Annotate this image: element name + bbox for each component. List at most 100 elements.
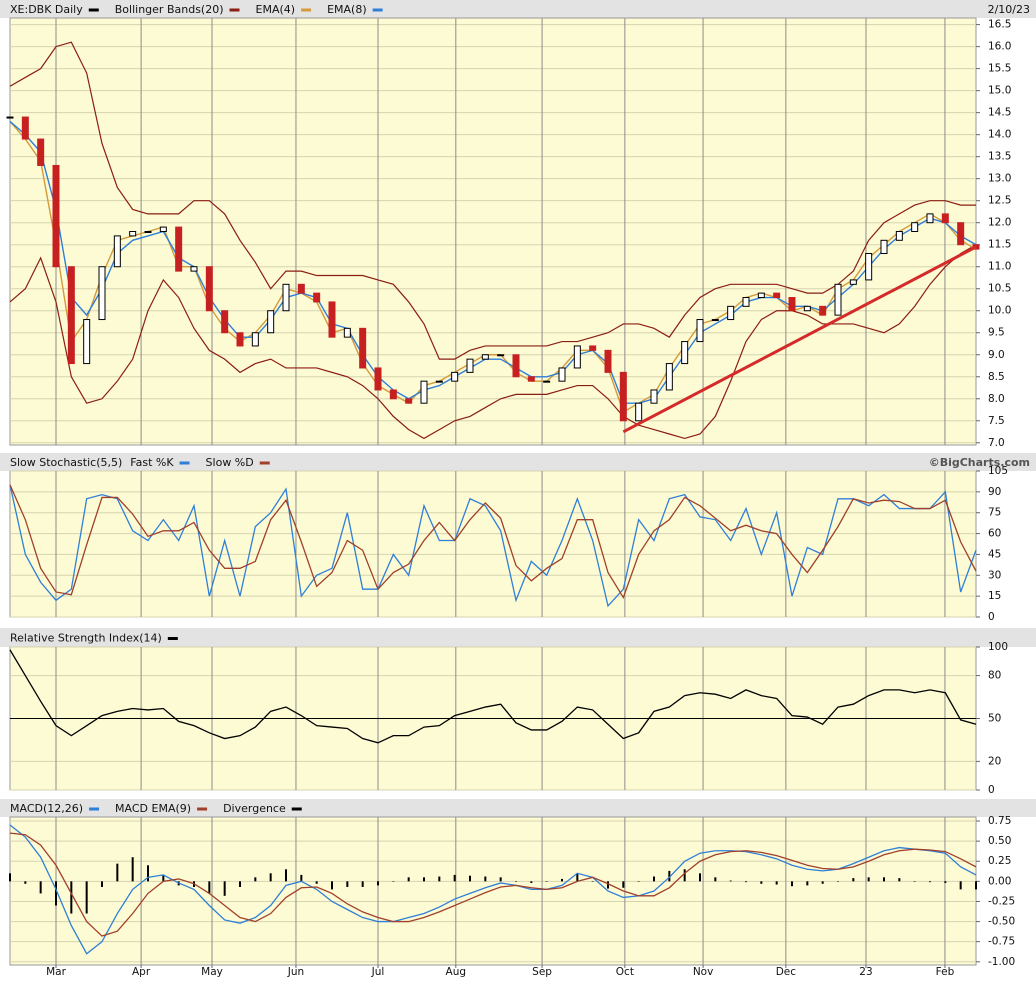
candle — [205, 266, 213, 312]
plot-area — [9, 17, 977, 446]
divergence-bar — [423, 877, 425, 882]
panel-header — [0, 628, 1036, 647]
divergence-bar — [208, 881, 211, 894]
x-tick-label: Dec — [776, 966, 797, 978]
candle — [129, 231, 137, 237]
divergence-bar — [484, 876, 487, 882]
panel-header — [0, 799, 1036, 817]
candle — [282, 283, 290, 312]
candle — [803, 305, 811, 312]
divergence-bar — [714, 877, 717, 882]
divergence-bar — [162, 874, 165, 882]
divergence-bar — [254, 877, 257, 882]
divergence-bar — [867, 877, 870, 882]
y-tick-label: 75 — [988, 507, 1001, 519]
y-tick-label: 16.0 — [988, 41, 1011, 53]
y-tick-label: 0.00 — [988, 875, 1011, 887]
divergence-bar — [791, 881, 793, 887]
divergence-bar — [561, 878, 563, 882]
divergence-bar — [24, 881, 27, 884]
divergence-bar — [530, 881, 533, 883]
divergence-bar — [668, 870, 671, 882]
candle — [665, 363, 673, 391]
candle — [757, 292, 765, 299]
candle — [696, 319, 704, 343]
candle — [880, 239, 888, 255]
divergence-bar — [377, 881, 379, 886]
legend-label: MACD EMA(9) — [115, 802, 191, 815]
candle — [374, 367, 382, 391]
candle — [788, 297, 796, 312]
candle — [6, 116, 14, 119]
x-tick-label: Aug — [446, 966, 467, 978]
divergence-bar — [407, 877, 410, 882]
candle — [113, 235, 121, 268]
y-tick-label: 7.5 — [988, 415, 1005, 427]
candle — [849, 279, 857, 285]
candle — [67, 266, 75, 365]
x-tick-label: Apr — [132, 966, 151, 978]
y-tick-label: 15 — [988, 590, 1001, 602]
x-tick-label: Feb — [936, 966, 955, 978]
divergence-bar — [821, 881, 824, 884]
candle — [313, 292, 321, 303]
divergence-bar — [223, 881, 226, 896]
divergence-bar — [438, 876, 441, 882]
y-tick-label: 13.5 — [988, 151, 1011, 163]
candle — [558, 367, 566, 382]
y-tick-label: -0.25 — [988, 895, 1015, 907]
divergence-bar — [975, 881, 977, 890]
divergence-bar — [852, 878, 855, 882]
divergence-bar — [913, 881, 916, 882]
divergence-bar — [806, 881, 809, 886]
divergence-bar — [453, 874, 456, 882]
divergence-bar — [760, 881, 763, 884]
divergence-bar — [269, 873, 272, 882]
y-tick-label: 8.5 — [988, 371, 1005, 383]
divergence-bar — [683, 869, 686, 882]
divergence-bar — [745, 881, 747, 883]
y-tick-label: 8.0 — [988, 393, 1005, 405]
divergence-bar — [576, 873, 579, 882]
divergence-bar — [331, 881, 333, 890]
y-tick-label: 0.50 — [988, 835, 1011, 847]
divergence-bar — [101, 881, 103, 887]
y-tick-label: 11.0 — [988, 261, 1011, 273]
x-tick-label: Nov — [693, 966, 714, 978]
candle — [297, 283, 305, 294]
date-label: 2/10/23 — [988, 3, 1030, 16]
y-tick-label: 12.5 — [988, 195, 1011, 207]
y-tick-label: 30 — [988, 569, 1001, 581]
candle — [251, 332, 259, 347]
divergence-bar — [622, 881, 625, 888]
divergence-bar — [837, 881, 839, 882]
divergence-bar — [929, 881, 931, 883]
y-tick-label: 9.5 — [988, 327, 1005, 339]
bollinger-lower — [9, 244, 977, 440]
y-tick-label: 0.75 — [988, 815, 1011, 827]
y-tick-label: 14.5 — [988, 107, 1011, 119]
candle — [926, 213, 934, 224]
divergence-bar — [545, 881, 548, 882]
series-line — [9, 484, 977, 600]
y-tick-label: 9.0 — [988, 349, 1005, 361]
y-tick-label: 14.0 — [988, 129, 1011, 141]
series-line — [9, 484, 977, 608]
divergence-bar — [285, 869, 287, 882]
divergence-bar — [499, 877, 502, 882]
divergence-bar — [944, 881, 947, 883]
y-tick-label: 20 — [988, 755, 1001, 767]
candle — [21, 116, 29, 140]
divergence-bar — [39, 881, 42, 894]
panel: Slow Stochastic(5,5) Fast %K Slow %D ©BigCh… — [0, 453, 1036, 623]
divergence-bar — [55, 881, 57, 906]
divergence-bar — [959, 881, 962, 890]
legend-label: Relative Strength Index(14) — [10, 632, 162, 645]
y-tick-label: 15.5 — [988, 63, 1011, 75]
divergence-bar — [883, 877, 885, 882]
candle — [773, 292, 781, 299]
y-tick-label: 50 — [988, 713, 1001, 725]
candle — [405, 398, 413, 404]
candle — [865, 253, 873, 281]
legend-label: Fast %K — [130, 456, 174, 469]
